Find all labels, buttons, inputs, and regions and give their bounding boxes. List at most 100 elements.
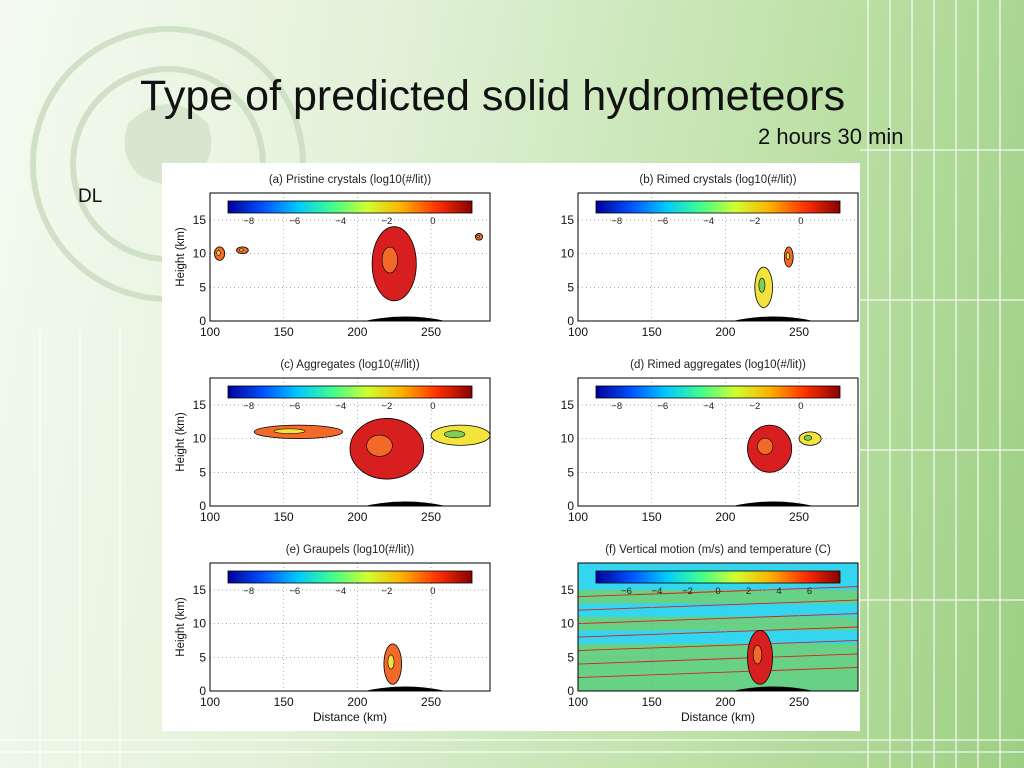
data-region-core	[387, 654, 395, 670]
x-tick-label: 250	[421, 325, 441, 339]
axes-frame	[209, 192, 491, 322]
colorbar-tick-label: 0	[430, 401, 435, 412]
colorbar-tick-label: −4	[335, 401, 346, 412]
x-tick-label: 200	[715, 325, 735, 339]
colorbar-tick-label: 0	[798, 401, 803, 412]
colorbar	[595, 200, 841, 214]
x-tick-label: 150	[274, 695, 294, 709]
motion-band	[578, 664, 858, 691]
y-tick-label: 5	[567, 465, 574, 479]
slide-subtitle: 2 hours 30 min	[758, 124, 904, 149]
colorbar-tick-label: −2	[749, 401, 760, 412]
temperature-isoline	[577, 653, 859, 665]
x-tick-label: 150	[274, 325, 294, 339]
colorbar-tick-label: −2	[381, 586, 392, 597]
colorbar	[227, 385, 473, 399]
colorbar-tick-label: −4	[652, 586, 663, 597]
terrain	[732, 316, 814, 321]
x-tick-label: 100	[568, 695, 588, 709]
colorbar-tick-label: −6	[289, 586, 300, 597]
panel-title: (c) Aggregates (log10(#/lit))	[280, 359, 420, 371]
panel-3: (c) Aggregates (log10(#/lit))−8 −6 −4 −2 010…	[175, 359, 491, 524]
colorbar-tick-label: −2	[381, 216, 392, 227]
data-region-core	[273, 428, 306, 434]
colorbar-tick-label: 0	[430, 586, 435, 597]
x-axis-label: Distance (km)	[313, 710, 387, 724]
axes-frame	[209, 377, 491, 507]
y-tick-label: 15	[561, 213, 575, 227]
temperature-isoline	[577, 599, 859, 611]
axes-frame	[577, 562, 859, 692]
y-tick-label: 15	[561, 398, 575, 412]
y-tick-label: 10	[193, 247, 207, 261]
panel-2: (b) Rimed crystals (log10(#/lit)) −8 −6 −4 −…	[561, 174, 859, 339]
colorbar-tick-label: −2	[682, 586, 693, 597]
colorbar	[227, 200, 473, 214]
y-tick-label: 5	[567, 650, 574, 664]
terrain	[364, 316, 446, 321]
data-region-core	[757, 437, 774, 455]
data-region-core	[752, 644, 763, 665]
x-tick-label: 250	[789, 325, 809, 339]
panel-title: (e) Graupels (log10(#/lit))	[286, 544, 415, 556]
y-tick-label: 5	[199, 465, 206, 479]
y-tick-label: 5	[199, 280, 206, 294]
terrain	[364, 686, 446, 691]
colorbar	[227, 570, 473, 584]
x-tick-label: 200	[715, 695, 735, 709]
y-tick-label: 10	[561, 617, 575, 631]
y-tick-label: 0	[199, 684, 206, 698]
colorbar-tick-label: −6	[621, 586, 632, 597]
side-label: DL	[78, 186, 103, 207]
panel-title: (f) Vertical motion (m/s) and temperatur…	[605, 544, 831, 556]
multi-panel-figure: (a) Pristine crystals (log10(#/lit)) −8 −6…	[175, 174, 859, 724]
data-region-core	[238, 248, 244, 252]
terrain	[364, 501, 446, 506]
panel-title: (a) Pristine crystals (log10(#/lit))	[269, 174, 431, 186]
data-region-core	[216, 250, 221, 256]
x-tick-label: 150	[274, 510, 294, 524]
axes-frame	[577, 377, 859, 507]
colorbar-tick-label: 4	[776, 586, 781, 597]
x-tick-label: 200	[347, 325, 367, 339]
colorbar-tick-label: −8	[611, 216, 622, 227]
terrain	[732, 501, 814, 506]
colorbar-tick-label: 2	[746, 586, 751, 597]
colorbar-tick-label: −6	[289, 216, 300, 227]
temperature-isoline	[577, 586, 859, 598]
x-axis-label: Distance (km)	[681, 710, 755, 724]
x-tick-label: 200	[715, 510, 735, 524]
figure-panel: (a) Pristine crystals (log10(#/lit)) −8 −6…	[162, 163, 860, 731]
colorbar-tick-label: −4	[703, 401, 714, 412]
colorbar-tick-label: 0	[715, 586, 720, 597]
colorbar-tick-label: 0	[430, 216, 435, 227]
x-tick-label: 250	[789, 695, 809, 709]
y-axis-label: Height (km)	[175, 597, 187, 657]
slide-title: Type of predicted solid hydrometeors	[140, 72, 846, 120]
data-region-core	[786, 252, 790, 260]
colorbar-tick-label: −4	[335, 216, 346, 227]
x-tick-label: 100	[568, 510, 588, 524]
y-tick-label: 15	[193, 213, 207, 227]
motion-band	[578, 643, 858, 665]
x-tick-label: 200	[347, 695, 367, 709]
y-tick-label: 15	[561, 583, 575, 597]
x-tick-label: 150	[642, 695, 662, 709]
colorbar-tick-label: −2	[749, 216, 760, 227]
y-tick-label: 10	[561, 432, 575, 446]
y-tick-label: 0	[567, 314, 574, 328]
x-tick-label: 200	[347, 510, 367, 524]
y-tick-label: 5	[199, 650, 206, 664]
colorbar-tick-label: −4	[703, 216, 714, 227]
y-axis-label: Height (km)	[175, 412, 187, 472]
panel-1: (a) Pristine crystals (log10(#/lit)) −8 −6…	[175, 174, 491, 339]
terrain	[732, 686, 814, 691]
y-tick-label: 0	[567, 499, 574, 513]
panel-title: (d) Rimed aggregates (log10(#/lit))	[630, 359, 806, 371]
data-region-core	[758, 277, 766, 293]
y-tick-label: 15	[193, 398, 207, 412]
y-axis-label: Height (km)	[175, 227, 187, 287]
x-tick-label: 100	[568, 325, 588, 339]
y-tick-label: 0	[199, 499, 206, 513]
